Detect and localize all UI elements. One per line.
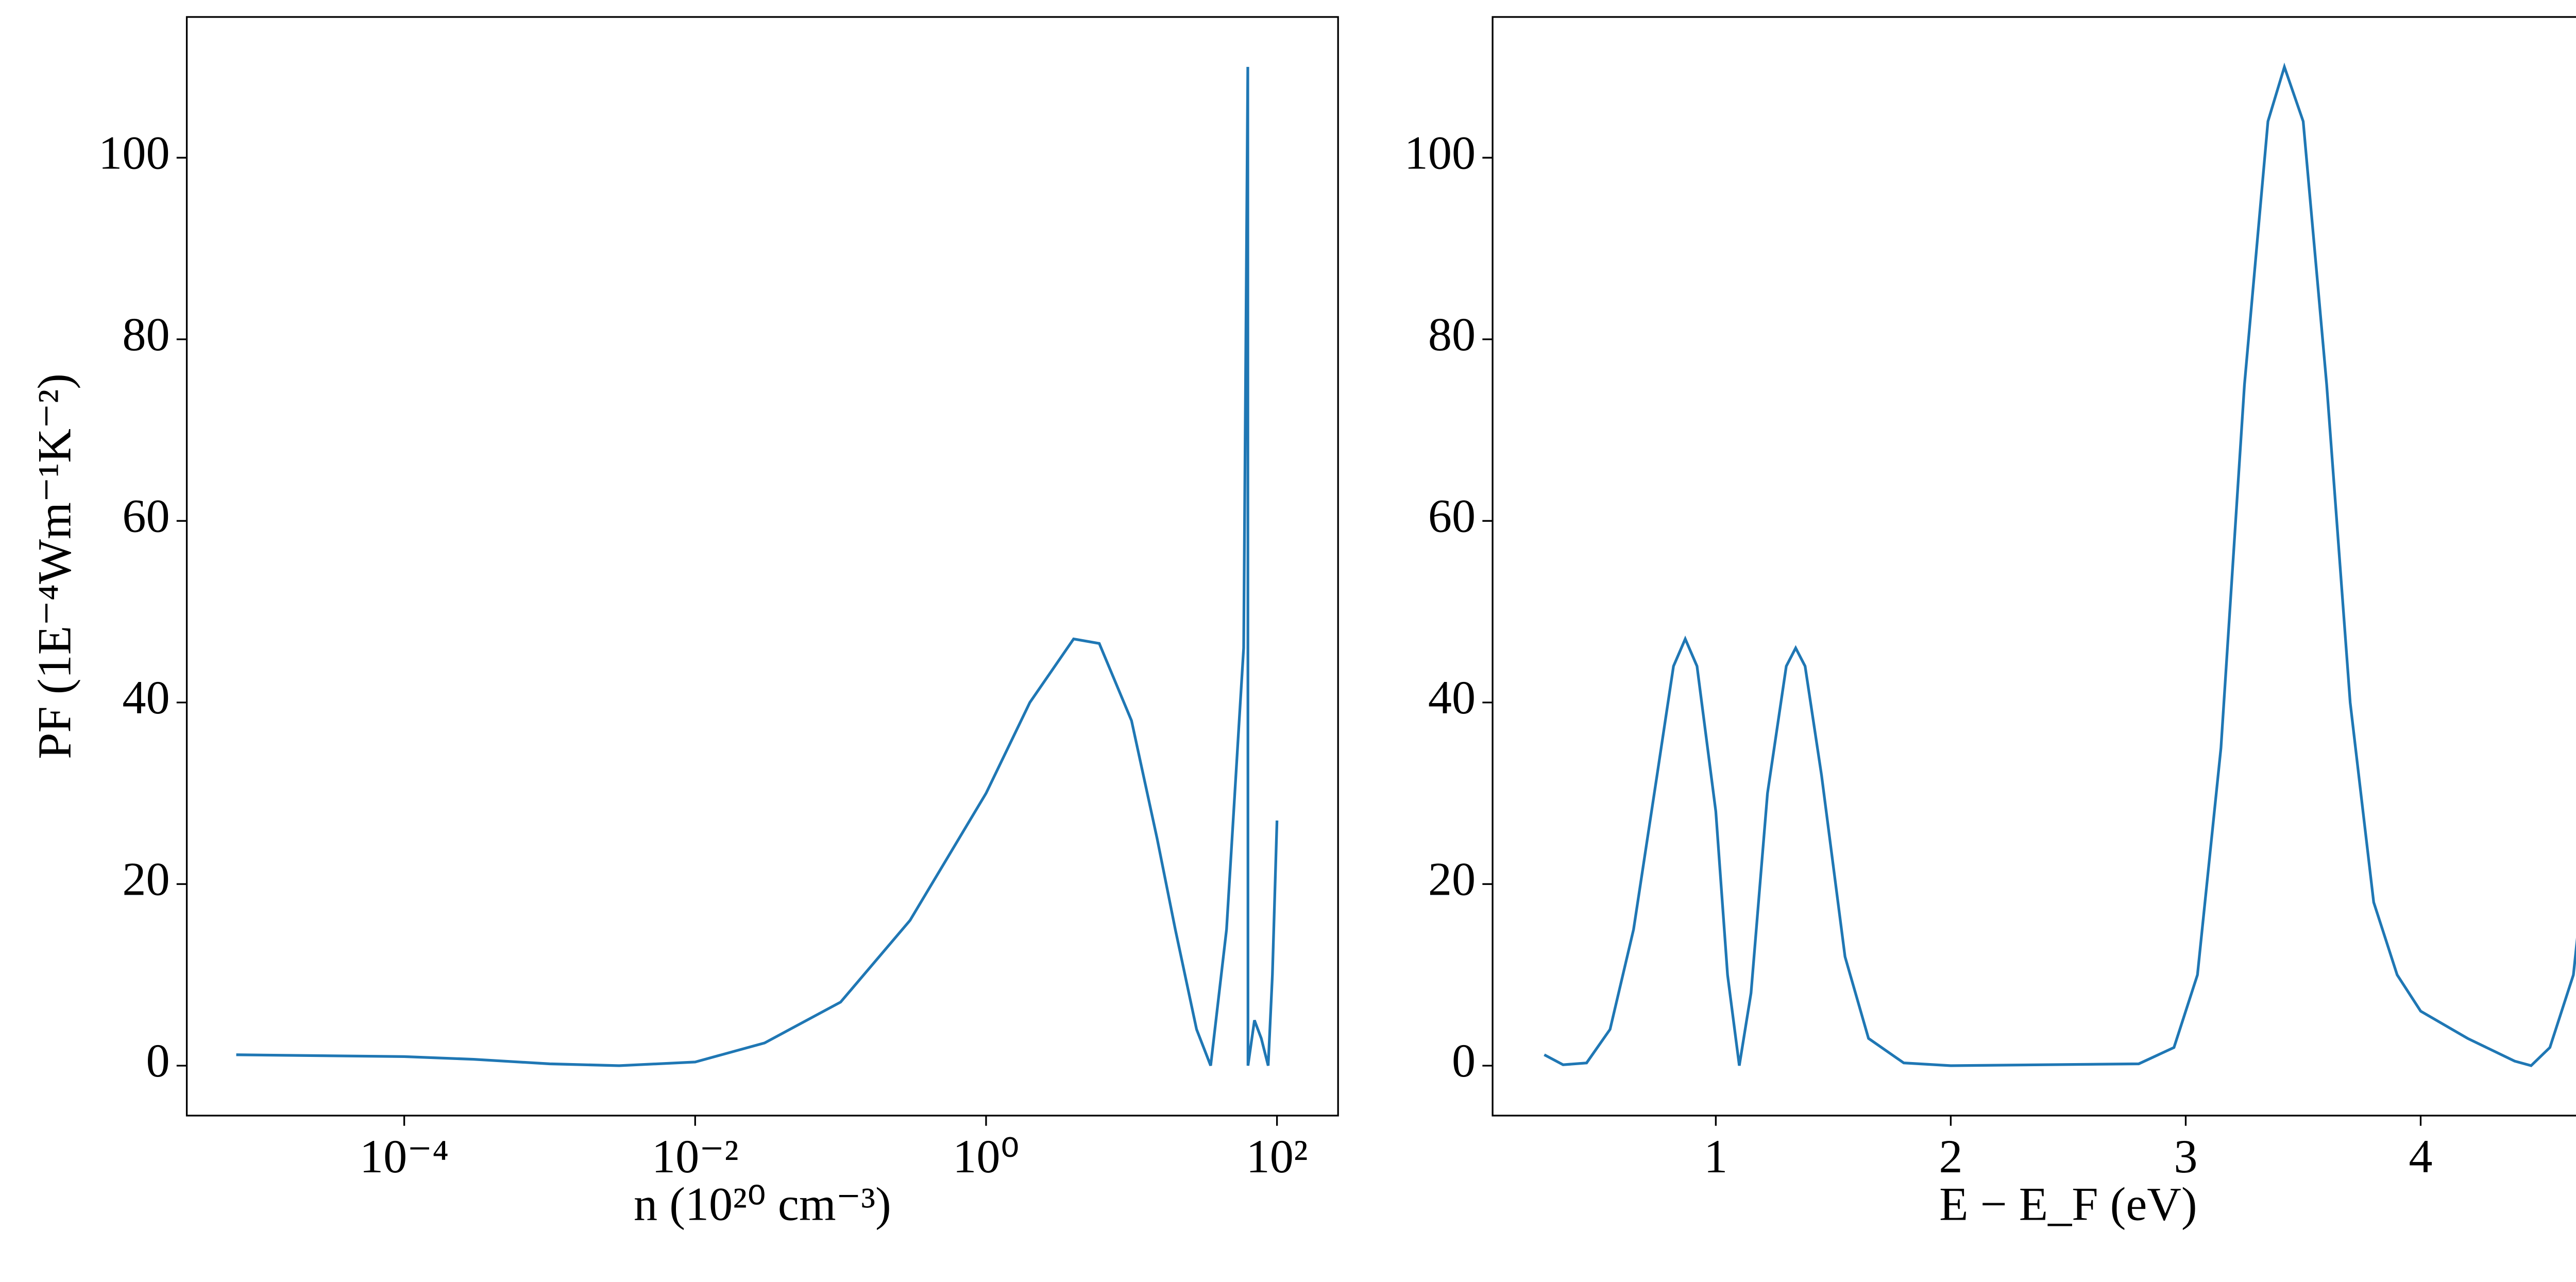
y-tick-label: 40 (122, 671, 170, 724)
y-tick-label: 80 (122, 308, 170, 361)
y-tick-label: 100 (1404, 126, 1476, 179)
y-tick-label: 0 (1452, 1034, 1476, 1087)
y-tick-label: 20 (122, 853, 170, 905)
y-tick-label: 0 (146, 1034, 170, 1087)
y-axis-label: PF (1E⁻⁴Wm⁻¹K⁻²) (28, 373, 81, 759)
x-axis-label: E − E_F (eV) (1939, 1177, 2197, 1230)
x-axis-label: n (10²⁰ cm⁻³) (634, 1177, 891, 1230)
y-tick-label: 20 (1428, 853, 1476, 905)
y-tick-label: 80 (1428, 308, 1476, 361)
data-line (236, 66, 1279, 1067)
y-tick-label: 100 (98, 126, 170, 179)
x-tick-label: 10⁰ (953, 1130, 1019, 1183)
x-tick-label: 2 (1939, 1130, 1962, 1183)
data-line (1544, 62, 2576, 1067)
x-tick-label: 10² (1246, 1130, 1308, 1183)
x-tick-label: 1 (1704, 1130, 1727, 1183)
y-tick-label: 40 (1428, 671, 1476, 724)
x-tick-label: 10⁻⁴ (360, 1130, 449, 1183)
x-tick-label: 3 (2174, 1130, 2197, 1183)
x-tick-label: 10⁻² (652, 1130, 739, 1183)
x-tick-label: 4 (2409, 1130, 2432, 1183)
y-tick-label: 60 (1428, 489, 1476, 542)
plot-frame (185, 16, 1339, 1117)
y-tick-label: 60 (122, 489, 170, 542)
plot-frame (1492, 16, 2576, 1117)
